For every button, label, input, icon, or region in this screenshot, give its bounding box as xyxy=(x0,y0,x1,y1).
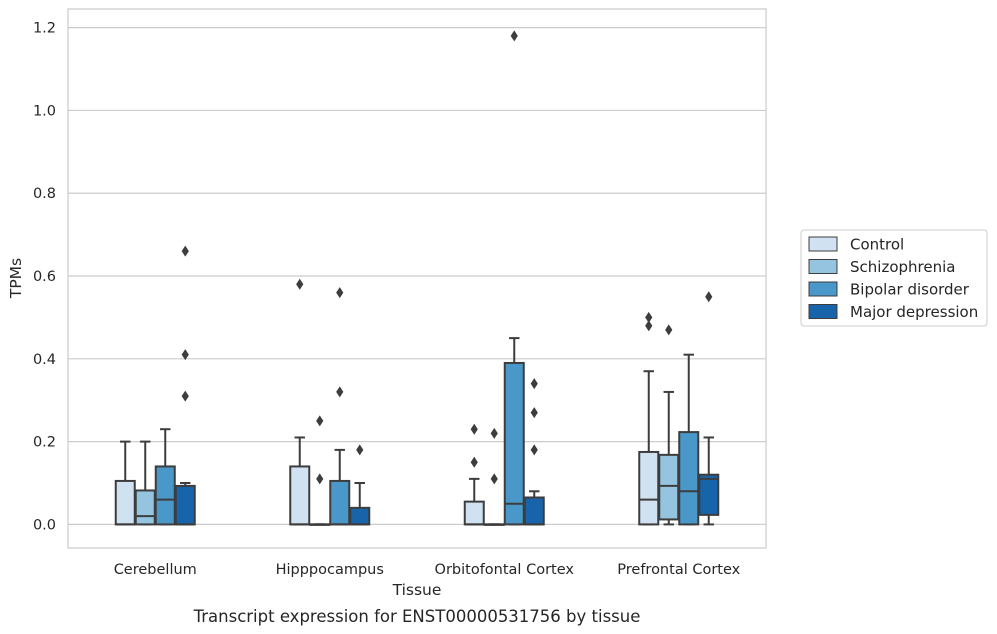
x-tick-labels: Cerebellum Hipppocampus Orbitofontal Corte… xyxy=(114,562,741,578)
y-tick-label: 0.8 xyxy=(33,186,56,202)
box-1-1 xyxy=(309,415,331,526)
box-0-2 xyxy=(154,428,176,526)
outlier-point xyxy=(316,473,324,485)
legend-swatch xyxy=(808,281,838,297)
outlier-point xyxy=(181,245,189,257)
box-2-0 xyxy=(463,423,485,526)
box-body xyxy=(154,465,176,526)
outlier-point xyxy=(470,456,478,468)
outlier-point xyxy=(470,423,478,435)
x-axis-label: Tissue xyxy=(392,581,442,599)
outlier-point xyxy=(490,473,498,485)
y-tick-label: 1.2 xyxy=(33,21,56,37)
outlier-point xyxy=(530,378,538,390)
legend-swatch xyxy=(808,259,838,274)
x-tick-label: Hipppocampus xyxy=(276,562,384,578)
box-3-1 xyxy=(658,324,680,526)
box-body xyxy=(329,479,351,526)
box-body xyxy=(463,500,485,526)
legend: Control Schizophrenia Bipolar disorder Majo… xyxy=(800,229,988,327)
outlier-point xyxy=(530,407,538,419)
y-tick-labels: 0.0 0.2 0.4 0.6 0.8 1.0 1.2 xyxy=(33,21,56,534)
box-2-3 xyxy=(523,378,545,526)
y-tick-label: 0.2 xyxy=(33,435,56,451)
y-tick-label: 0.6 xyxy=(33,269,56,285)
outlier-point xyxy=(490,427,498,439)
box-body xyxy=(134,489,156,526)
box-1-0 xyxy=(289,278,311,526)
y-tick-label: 0.4 xyxy=(33,352,56,368)
box-body xyxy=(523,496,545,526)
outlier-point xyxy=(356,444,364,456)
outlier-point xyxy=(645,320,653,332)
box-body xyxy=(174,484,196,526)
box-3-2 xyxy=(678,353,700,526)
box-2-2 xyxy=(503,30,525,526)
y-tick-label: 1.0 xyxy=(33,103,56,119)
outlier-point xyxy=(316,415,324,427)
legend-label: Major depression xyxy=(850,303,978,321)
outlier-point xyxy=(181,390,189,402)
outlier-point xyxy=(296,278,304,290)
outlier-point xyxy=(645,311,653,323)
box-0-1 xyxy=(134,440,156,526)
box-2-1 xyxy=(483,427,505,526)
box-body xyxy=(698,473,720,516)
plot-frame xyxy=(67,8,767,549)
box-body xyxy=(503,361,525,526)
box-3-0 xyxy=(638,311,660,526)
box-plots xyxy=(114,30,720,526)
y-tick-label: 0.0 xyxy=(33,517,56,533)
legend-label: Control xyxy=(850,236,904,254)
outlier-point xyxy=(665,324,673,336)
legend-swatch xyxy=(808,236,838,252)
x-tick-label: Orbitofontal Cortex xyxy=(435,562,575,578)
outlier-point xyxy=(510,30,518,42)
outlier-point xyxy=(336,287,344,299)
outlier-point xyxy=(530,444,538,456)
box-1-3 xyxy=(349,444,371,526)
box-3-3 xyxy=(698,291,720,526)
grid-lines xyxy=(68,27,766,526)
box-body xyxy=(349,506,371,526)
outlier-point xyxy=(705,291,713,303)
outlier-point xyxy=(181,349,189,361)
box-1-2 xyxy=(329,287,351,526)
box-body xyxy=(678,431,700,526)
legend-label: Bipolar disorder xyxy=(850,281,970,299)
box-0-3 xyxy=(174,245,196,526)
legend-frame xyxy=(800,229,988,327)
outlier-point xyxy=(336,386,344,398)
box-body xyxy=(638,450,660,526)
box-body xyxy=(658,453,680,521)
box-0-0 xyxy=(114,440,136,526)
box-body xyxy=(289,465,311,526)
y-axis-label: TPMs xyxy=(7,258,25,299)
legend-swatch xyxy=(808,304,838,319)
x-tick-label: Prefrontal Cortex xyxy=(617,562,740,578)
legend-label: Schizophrenia xyxy=(850,258,955,276)
box-body xyxy=(114,479,136,526)
x-tick-label: Cerebellum xyxy=(114,562,197,578)
chart-caption: Transcript expression for ENST0000053175… xyxy=(193,607,641,626)
